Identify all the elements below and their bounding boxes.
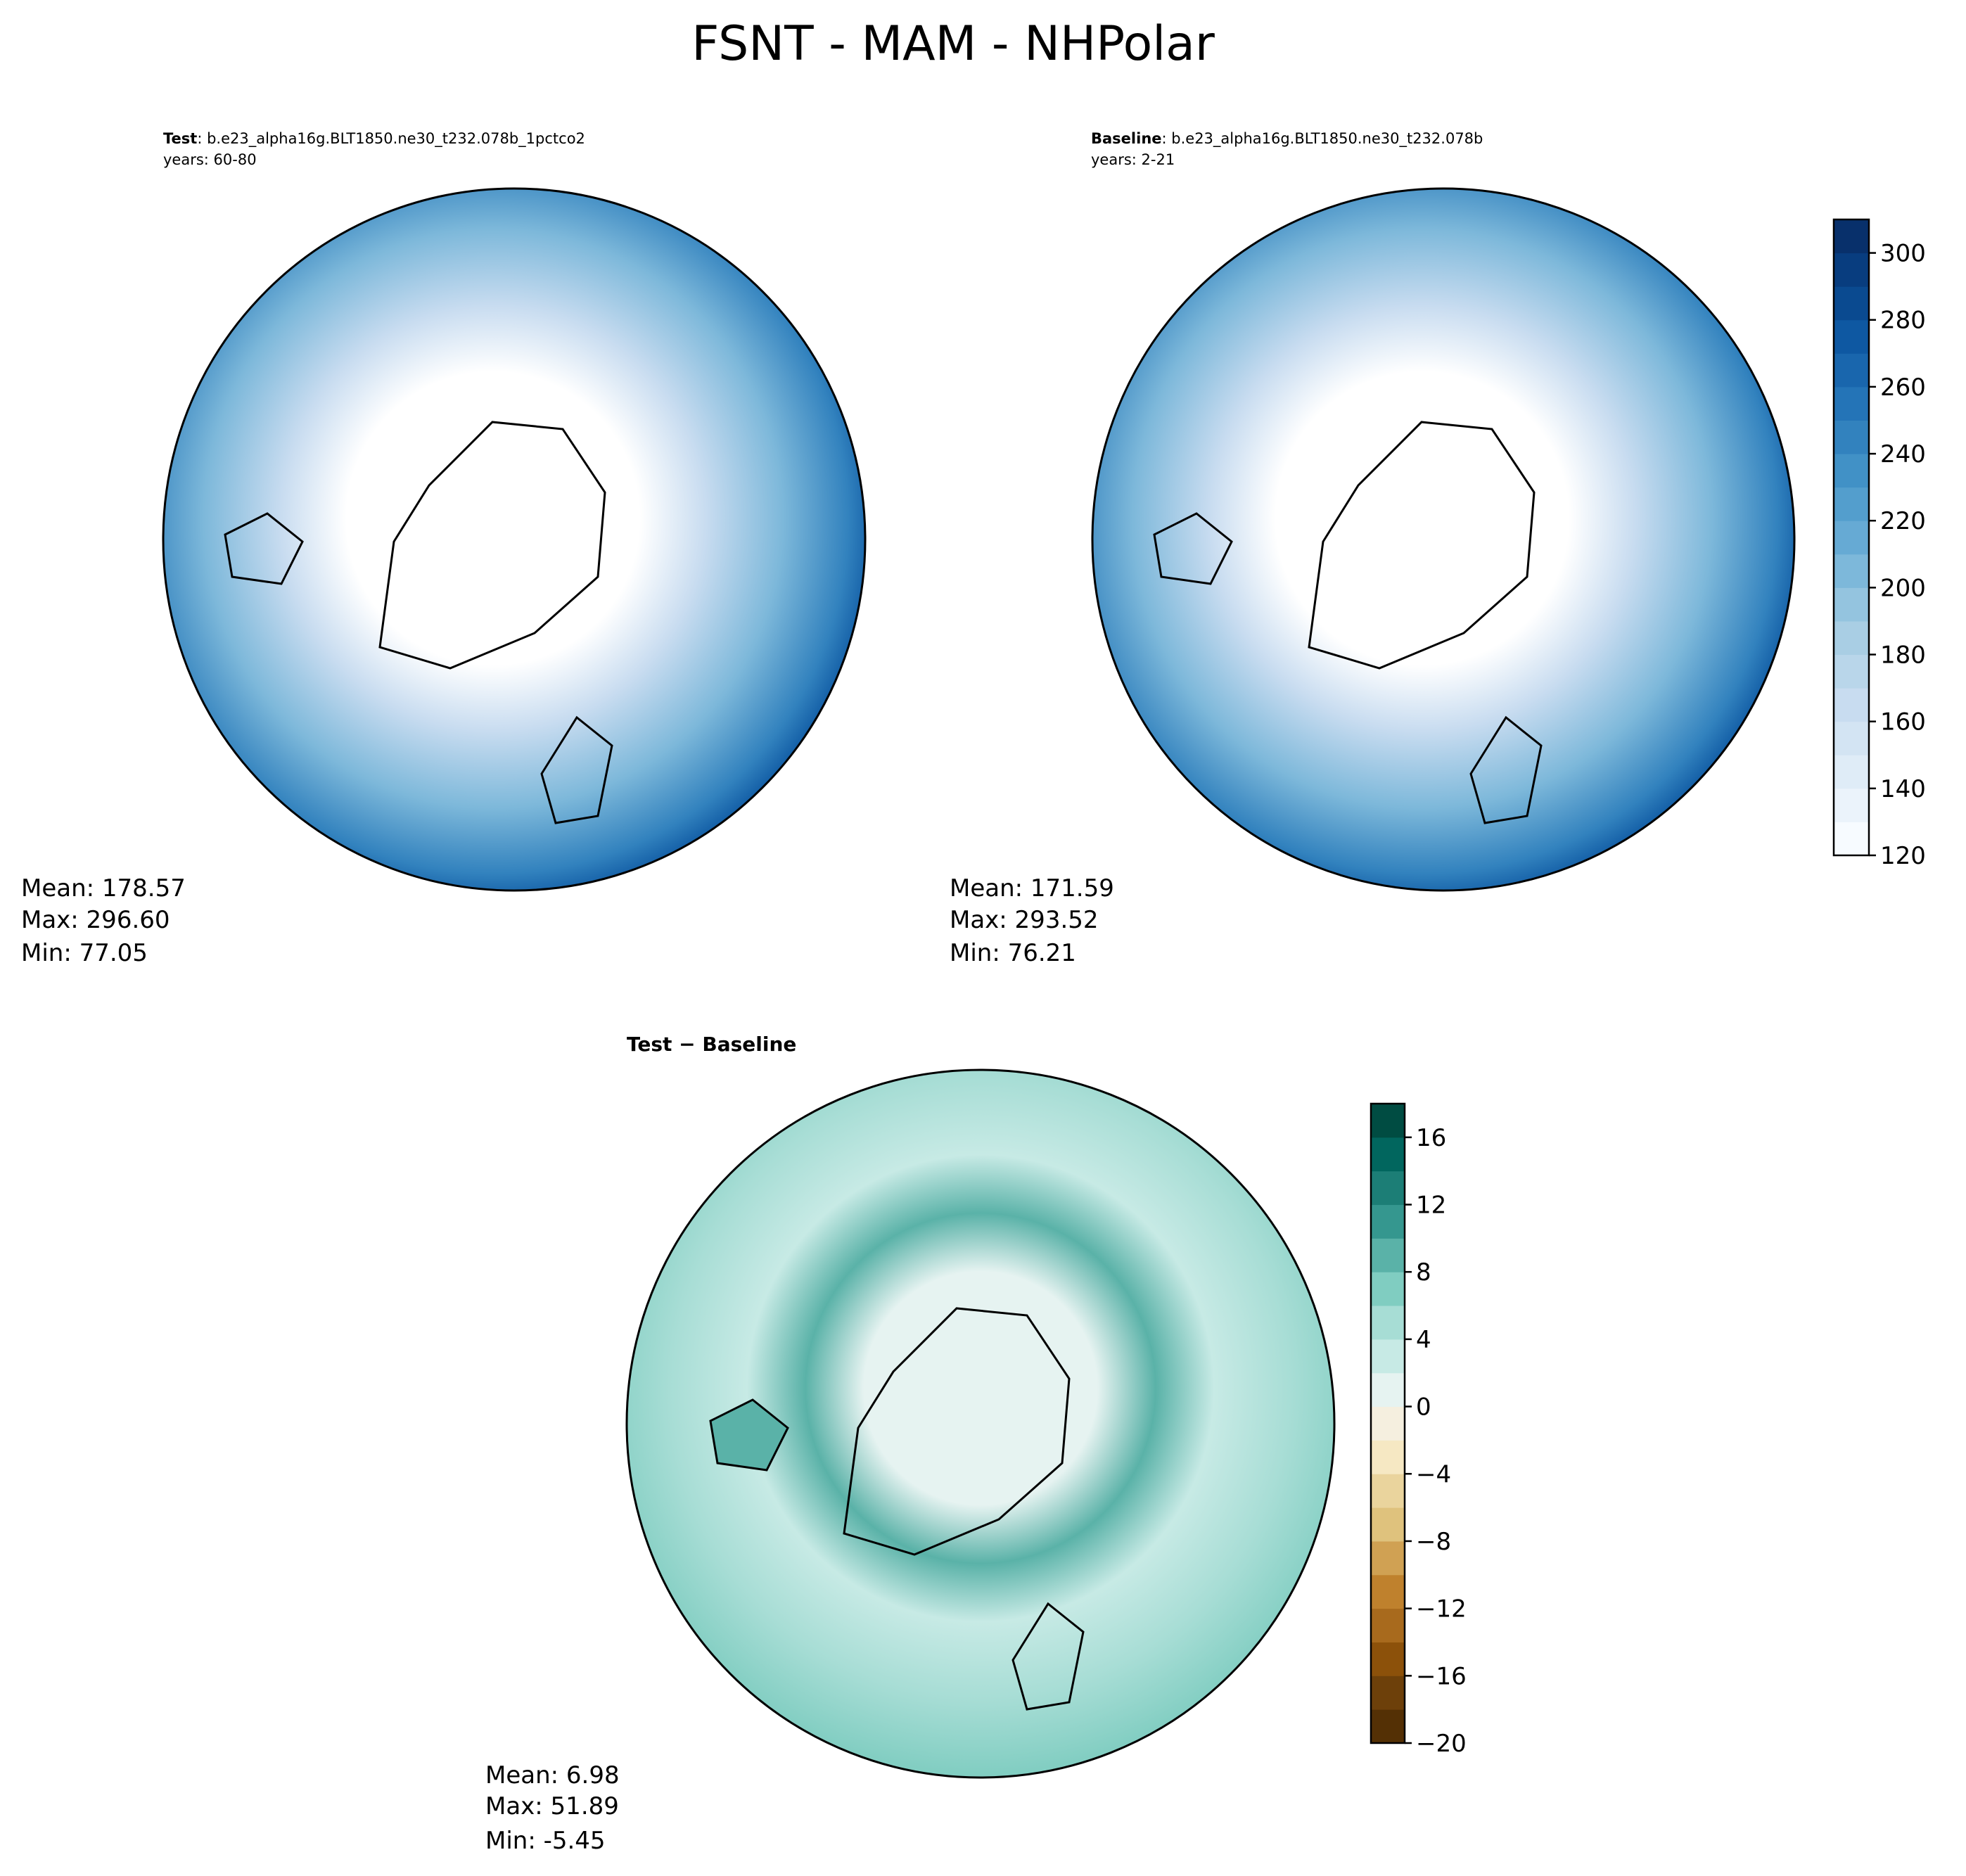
stat: Max: 293.52	[950, 906, 1099, 934]
colorbar-band	[1371, 1507, 1405, 1542]
colorbar-band	[1371, 1170, 1405, 1206]
colorbar-band	[1834, 554, 1869, 588]
colorbar-band	[1371, 1339, 1405, 1374]
colorbar-frame	[1832, 218, 1870, 857]
colorbar-band	[1834, 521, 1869, 555]
colorbar-tick-label: −16	[1416, 1662, 1467, 1690]
figure-title: FSNT - MAM - NHPolar	[691, 16, 1215, 72]
panel-case: : b.e23_alpha16g.BLT1850.ne30_t232.078b	[1162, 130, 1483, 148]
colorbar-band	[1371, 1540, 1405, 1576]
colorbar-band	[1371, 1440, 1405, 1474]
colorbar-band	[1371, 1642, 1405, 1676]
colorbar-band	[1371, 1608, 1405, 1642]
colorbar-tick-label: 0	[1416, 1393, 1431, 1422]
map	[162, 187, 867, 892]
colorbar-band	[1834, 587, 1869, 622]
panel-years: years: 60-80	[163, 151, 257, 168]
colorbar-tick-label: 220	[1880, 507, 1926, 535]
colorbar-band	[1834, 454, 1869, 488]
stat: Max: 51.89	[485, 1792, 619, 1820]
colorbar-band	[1371, 1104, 1405, 1138]
colorbar-tick-label: 160	[1880, 708, 1926, 736]
colorbar-band	[1371, 1137, 1405, 1172]
colorbar-tick-label: 180	[1880, 642, 1926, 670]
panel-name: Test − Baseline	[627, 1033, 796, 1056]
panel-label: Test: b.e23_alpha16g.BLT1850.ne30_t232.0…	[163, 130, 585, 148]
colorbar-band	[1834, 386, 1869, 421]
colorbar-band	[1834, 654, 1869, 689]
colorbar-band	[1371, 1676, 1405, 1710]
colorbar-tick-label: 260	[1880, 374, 1926, 402]
map	[1091, 187, 1796, 892]
colorbar-tick-label: −12	[1416, 1595, 1467, 1623]
colorbar-band	[1834, 253, 1869, 287]
colorbar-band	[1834, 219, 1869, 254]
colorbar-band	[1371, 1238, 1405, 1272]
colorbar-frame	[1370, 1102, 1406, 1744]
panel-years: years: 2-21	[1091, 151, 1175, 168]
colorbar-band	[1371, 1272, 1405, 1306]
stat: Min: 77.05	[21, 939, 148, 967]
stat: Min: -5.45	[485, 1827, 606, 1855]
stat: Mean: 171.59	[950, 874, 1114, 902]
colorbar-tick-label: 280	[1880, 307, 1926, 335]
colorbar-band	[1371, 1474, 1405, 1508]
colorbar-tick-label: 200	[1880, 574, 1926, 602]
map	[625, 1068, 1336, 1779]
colorbar-tick-label: 300	[1880, 240, 1926, 268]
colorbar-band	[1834, 788, 1869, 822]
colorbar-tick-label: 240	[1880, 440, 1926, 468]
colorbar-band	[1834, 286, 1869, 321]
colorbar-band	[1371, 1574, 1405, 1609]
colorbar-band	[1371, 1306, 1405, 1340]
colorbar-tick-label: −4	[1416, 1460, 1451, 1488]
colorbar-band	[1834, 620, 1869, 656]
colorbar-tick-label: 16	[1416, 1124, 1446, 1152]
colorbar-band	[1834, 353, 1869, 388]
colorbar-band	[1834, 487, 1869, 521]
colorbar-tick-label: 120	[1880, 842, 1926, 870]
colorbar-tick-label: −8	[1416, 1528, 1451, 1556]
colorbar-band	[1834, 822, 1869, 856]
colorbar-band	[1834, 688, 1869, 722]
colorbar-band	[1371, 1709, 1405, 1744]
stat: Mean: 178.57	[21, 874, 186, 902]
colorbar-band	[1834, 755, 1869, 789]
colorbar-band	[1834, 420, 1869, 454]
panel-label: Baseline: b.e23_alpha16g.BLT1850.ne30_t2…	[1091, 130, 1483, 148]
colorbar-tick-label: 12	[1416, 1192, 1446, 1220]
colorbar-tick-label: −20	[1416, 1730, 1467, 1758]
stat: Max: 296.60	[21, 906, 170, 934]
panel-name: Baseline	[1091, 130, 1162, 147]
colorbar-band	[1834, 319, 1869, 354]
colorbar-band	[1371, 1204, 1405, 1239]
colorbar-tick-label: 140	[1880, 775, 1926, 803]
stat: Mean: 6.98	[485, 1761, 620, 1789]
colorbar-tick-label: 4	[1416, 1326, 1431, 1354]
colorbar-band	[1371, 1372, 1405, 1408]
colorbar-band	[1834, 721, 1869, 755]
colorbar-band	[1371, 1406, 1405, 1441]
panel-case: : b.e23_alpha16g.BLT1850.ne30_t232.078b_…	[197, 130, 585, 148]
panel-name: Test	[163, 130, 197, 147]
stat: Min: 76.21	[950, 939, 1076, 967]
colorbar-tick-label: 8	[1416, 1258, 1431, 1287]
